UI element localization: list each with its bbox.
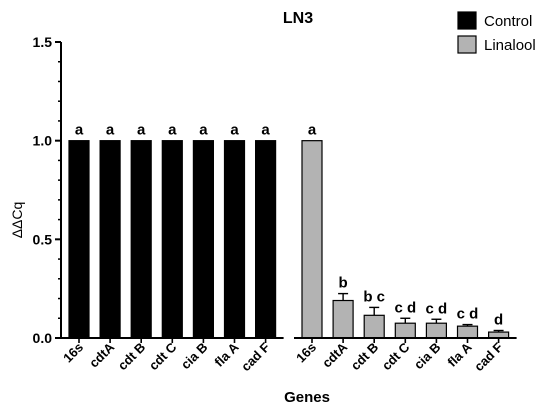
significance-label: a xyxy=(261,122,270,139)
bar-linalool xyxy=(394,322,416,339)
significance-label: c d xyxy=(394,299,416,316)
bar-control xyxy=(255,140,277,339)
bar-control xyxy=(192,140,214,339)
legend: Control Linalool xyxy=(457,11,536,54)
legend-label-control: Control xyxy=(484,13,532,30)
bar-control xyxy=(223,140,246,339)
x-tick-label: cdt B xyxy=(115,340,149,374)
chart-title: LN3 xyxy=(283,10,313,27)
x-tick-label: cdtA xyxy=(86,339,117,370)
x-tick-label: cdtA xyxy=(319,339,350,370)
bar-linalool xyxy=(456,325,479,339)
x-tick-label: fla A xyxy=(211,339,242,370)
bars: a a a a a a a a b b c c d c d c d d xyxy=(68,122,510,339)
x-tick-label: cia B xyxy=(178,340,211,373)
significance-label: a xyxy=(230,122,239,139)
legend-swatch-linalool xyxy=(457,35,477,54)
significance-label: a xyxy=(308,122,317,139)
x-tick-label: cdt B xyxy=(348,340,382,374)
significance-label: a xyxy=(199,122,208,139)
legend-swatch-control xyxy=(457,11,477,30)
bar-control xyxy=(99,140,121,339)
bar-linalool xyxy=(363,314,385,339)
bar-control xyxy=(68,140,90,339)
x-tick-label: 16s xyxy=(60,340,86,366)
significance-label: a xyxy=(106,122,115,139)
x-tick-label: cad F xyxy=(471,339,506,374)
bar-linalool xyxy=(301,140,323,339)
bar-control xyxy=(161,140,183,339)
significance-label: d xyxy=(494,312,503,329)
significance-label: a xyxy=(75,122,84,139)
significance-label: c d xyxy=(457,306,479,323)
significance-label: c d xyxy=(426,300,448,317)
y-axis-label: ΔΔCq xyxy=(9,202,25,239)
bar-linalool xyxy=(332,299,354,339)
legend-label-linalool: Linalool xyxy=(484,37,536,54)
significance-label: b c xyxy=(363,288,385,305)
significance-label: b xyxy=(339,275,348,292)
x-tick-label: cad F xyxy=(238,339,273,374)
significance-label: a xyxy=(168,122,177,139)
x-tick-label: cia B xyxy=(411,340,444,373)
x-tick-label: fla A xyxy=(444,339,475,370)
x-tick-label: cdt C xyxy=(379,339,413,373)
x-tick-label: 16s xyxy=(293,340,319,366)
bar-linalool xyxy=(425,322,447,339)
bar-control xyxy=(130,140,152,339)
y-tick-label: 1.5 xyxy=(33,34,53,50)
x-axis-label: Genes xyxy=(284,389,330,406)
y-tick-label: 0.5 xyxy=(33,231,53,247)
x-tick-label: cdt C xyxy=(146,339,180,373)
y-axis: 0.0 0.5 1.0 1.5 xyxy=(33,34,62,346)
y-tick-label: 1.0 xyxy=(33,133,53,149)
y-tick-label: 0.0 xyxy=(33,330,53,346)
significance-label: a xyxy=(137,122,146,139)
